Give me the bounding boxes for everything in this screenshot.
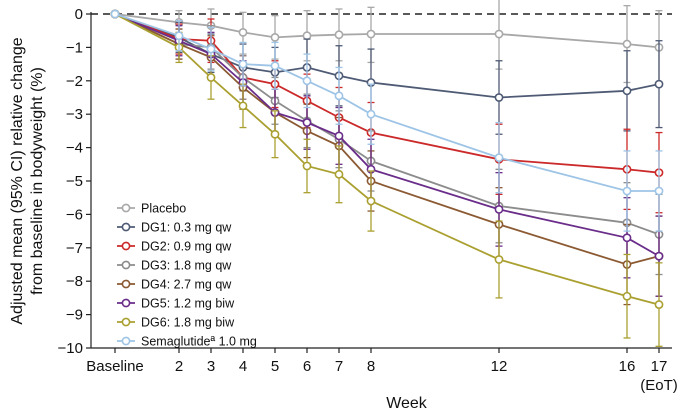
data-point [366,109,376,119]
legend: Placebo DG1: 0.3 mg qw DG2: 0.9 mg qw DG3: … [117,202,257,349]
data-point [334,91,344,101]
data-point [302,118,312,127]
x-tick-label: 4 [239,358,247,375]
legend-item: DG6: 1.8 mg biw [117,316,235,330]
data-point [622,86,632,96]
data-point [494,93,504,102]
x-tick-label: 16 [619,358,636,375]
legend-swatch-marker [121,260,131,270]
legend-label: DG3: 1.8 mg qw [141,259,232,273]
legend-item: DG1: 0.3 mg qw [117,221,232,235]
legend-label: Semaglutideª 1.0 mg [141,335,257,349]
y-tick-label: −4 [66,140,83,157]
x-tick-label: 3 [207,358,215,375]
y-tick-label: −10 [58,340,83,357]
legend-item: DG5: 1.2 mg biw [117,297,235,311]
y-axis-title-line: from baseline in bodyweight (%) [29,67,46,295]
data-point [302,161,312,171]
x-tick-label: 17 [651,358,668,375]
legend-swatch-marker [121,317,131,327]
series-2 [110,9,664,135]
data-point [334,30,344,40]
y-axis-title-line: Adjusted mean (95% CI) relative change [9,37,26,324]
x-tick-label: Baseline [86,358,144,375]
y-tick-label: −1 [66,39,83,56]
y-tick-label: −6 [66,206,83,223]
data-point [654,79,664,89]
y-tick-label: −8 [66,273,83,290]
x-tick-label: 7 [335,358,343,375]
legend-label: DG6: 1.8 mg biw [141,316,235,330]
series-7 [110,9,664,347]
y-tick-label: −9 [66,307,83,324]
y-tick-label: −5 [66,173,83,190]
legend-swatch-marker [121,241,131,251]
data-point [110,9,120,19]
data-point [334,169,344,179]
data-point [654,251,664,261]
x-tick-label: 2 [175,358,183,375]
data-point [622,39,632,49]
y-tick-label: −2 [66,73,83,90]
data-point [270,32,280,42]
x-axis-title: Week [386,395,428,412]
legend-label: DG5: 1.2 mg biw [141,297,235,311]
legend-swatch-marker [121,298,131,308]
y-axis-title: Adjusted mean (95% CI) relative change fr… [9,37,46,324]
data-point [206,73,216,82]
y-tick-label: −3 [66,106,83,123]
data-point [302,31,312,41]
data-point [494,255,504,264]
legend-swatch-marker [121,279,131,289]
x-tick-label: 6 [303,358,311,375]
series-line [114,13,660,99]
data-point [238,59,248,69]
x-tick-sublabel: (EoT) [640,377,678,394]
data-point [238,27,248,37]
data-point [206,44,216,54]
x-tick-label: 12 [491,358,508,375]
data-point [334,131,344,141]
legend-item: DG3: 1.8 mg qw [117,259,232,273]
legend-item: Placebo [117,202,186,216]
legend-item: DG4: 2.7 mg qw [117,278,232,292]
data-point [270,61,280,71]
y-tick-label: −7 [66,240,83,257]
data-point [494,204,504,214]
legend-label: DG1: 0.3 mg qw [141,221,232,235]
data-point [366,196,376,206]
legend-swatch-marker [121,203,131,213]
data-point [366,29,376,39]
legend-item: Semaglutideª 1.0 mg [117,335,257,349]
data-point [622,233,632,243]
legend-swatch-marker [121,222,131,232]
data-point [622,186,632,196]
data-point [494,29,504,39]
data-point [622,291,632,301]
data-point [270,129,280,139]
legend-item: DG2: 0.9 mg qw [117,240,232,254]
legend-label: DG2: 0.9 mg qw [141,240,232,254]
data-point [494,153,504,163]
legend-label: Placebo [141,202,186,216]
axis-labels: Week Adjusted mean (95% CI) relative chan… [9,37,428,412]
x-tick-label: 5 [271,358,279,375]
series-group [110,0,664,347]
legend-swatch-marker [121,336,131,346]
data-point [302,76,312,86]
data-point [654,186,664,196]
data-point [654,300,664,309]
data-point [174,31,184,41]
legend-label: DG4: 2.7 mg qw [141,278,232,292]
data-point [238,101,248,111]
y-tick-label: 0 [75,6,83,23]
series-8 [110,9,664,232]
x-tick-label: 8 [367,358,375,375]
